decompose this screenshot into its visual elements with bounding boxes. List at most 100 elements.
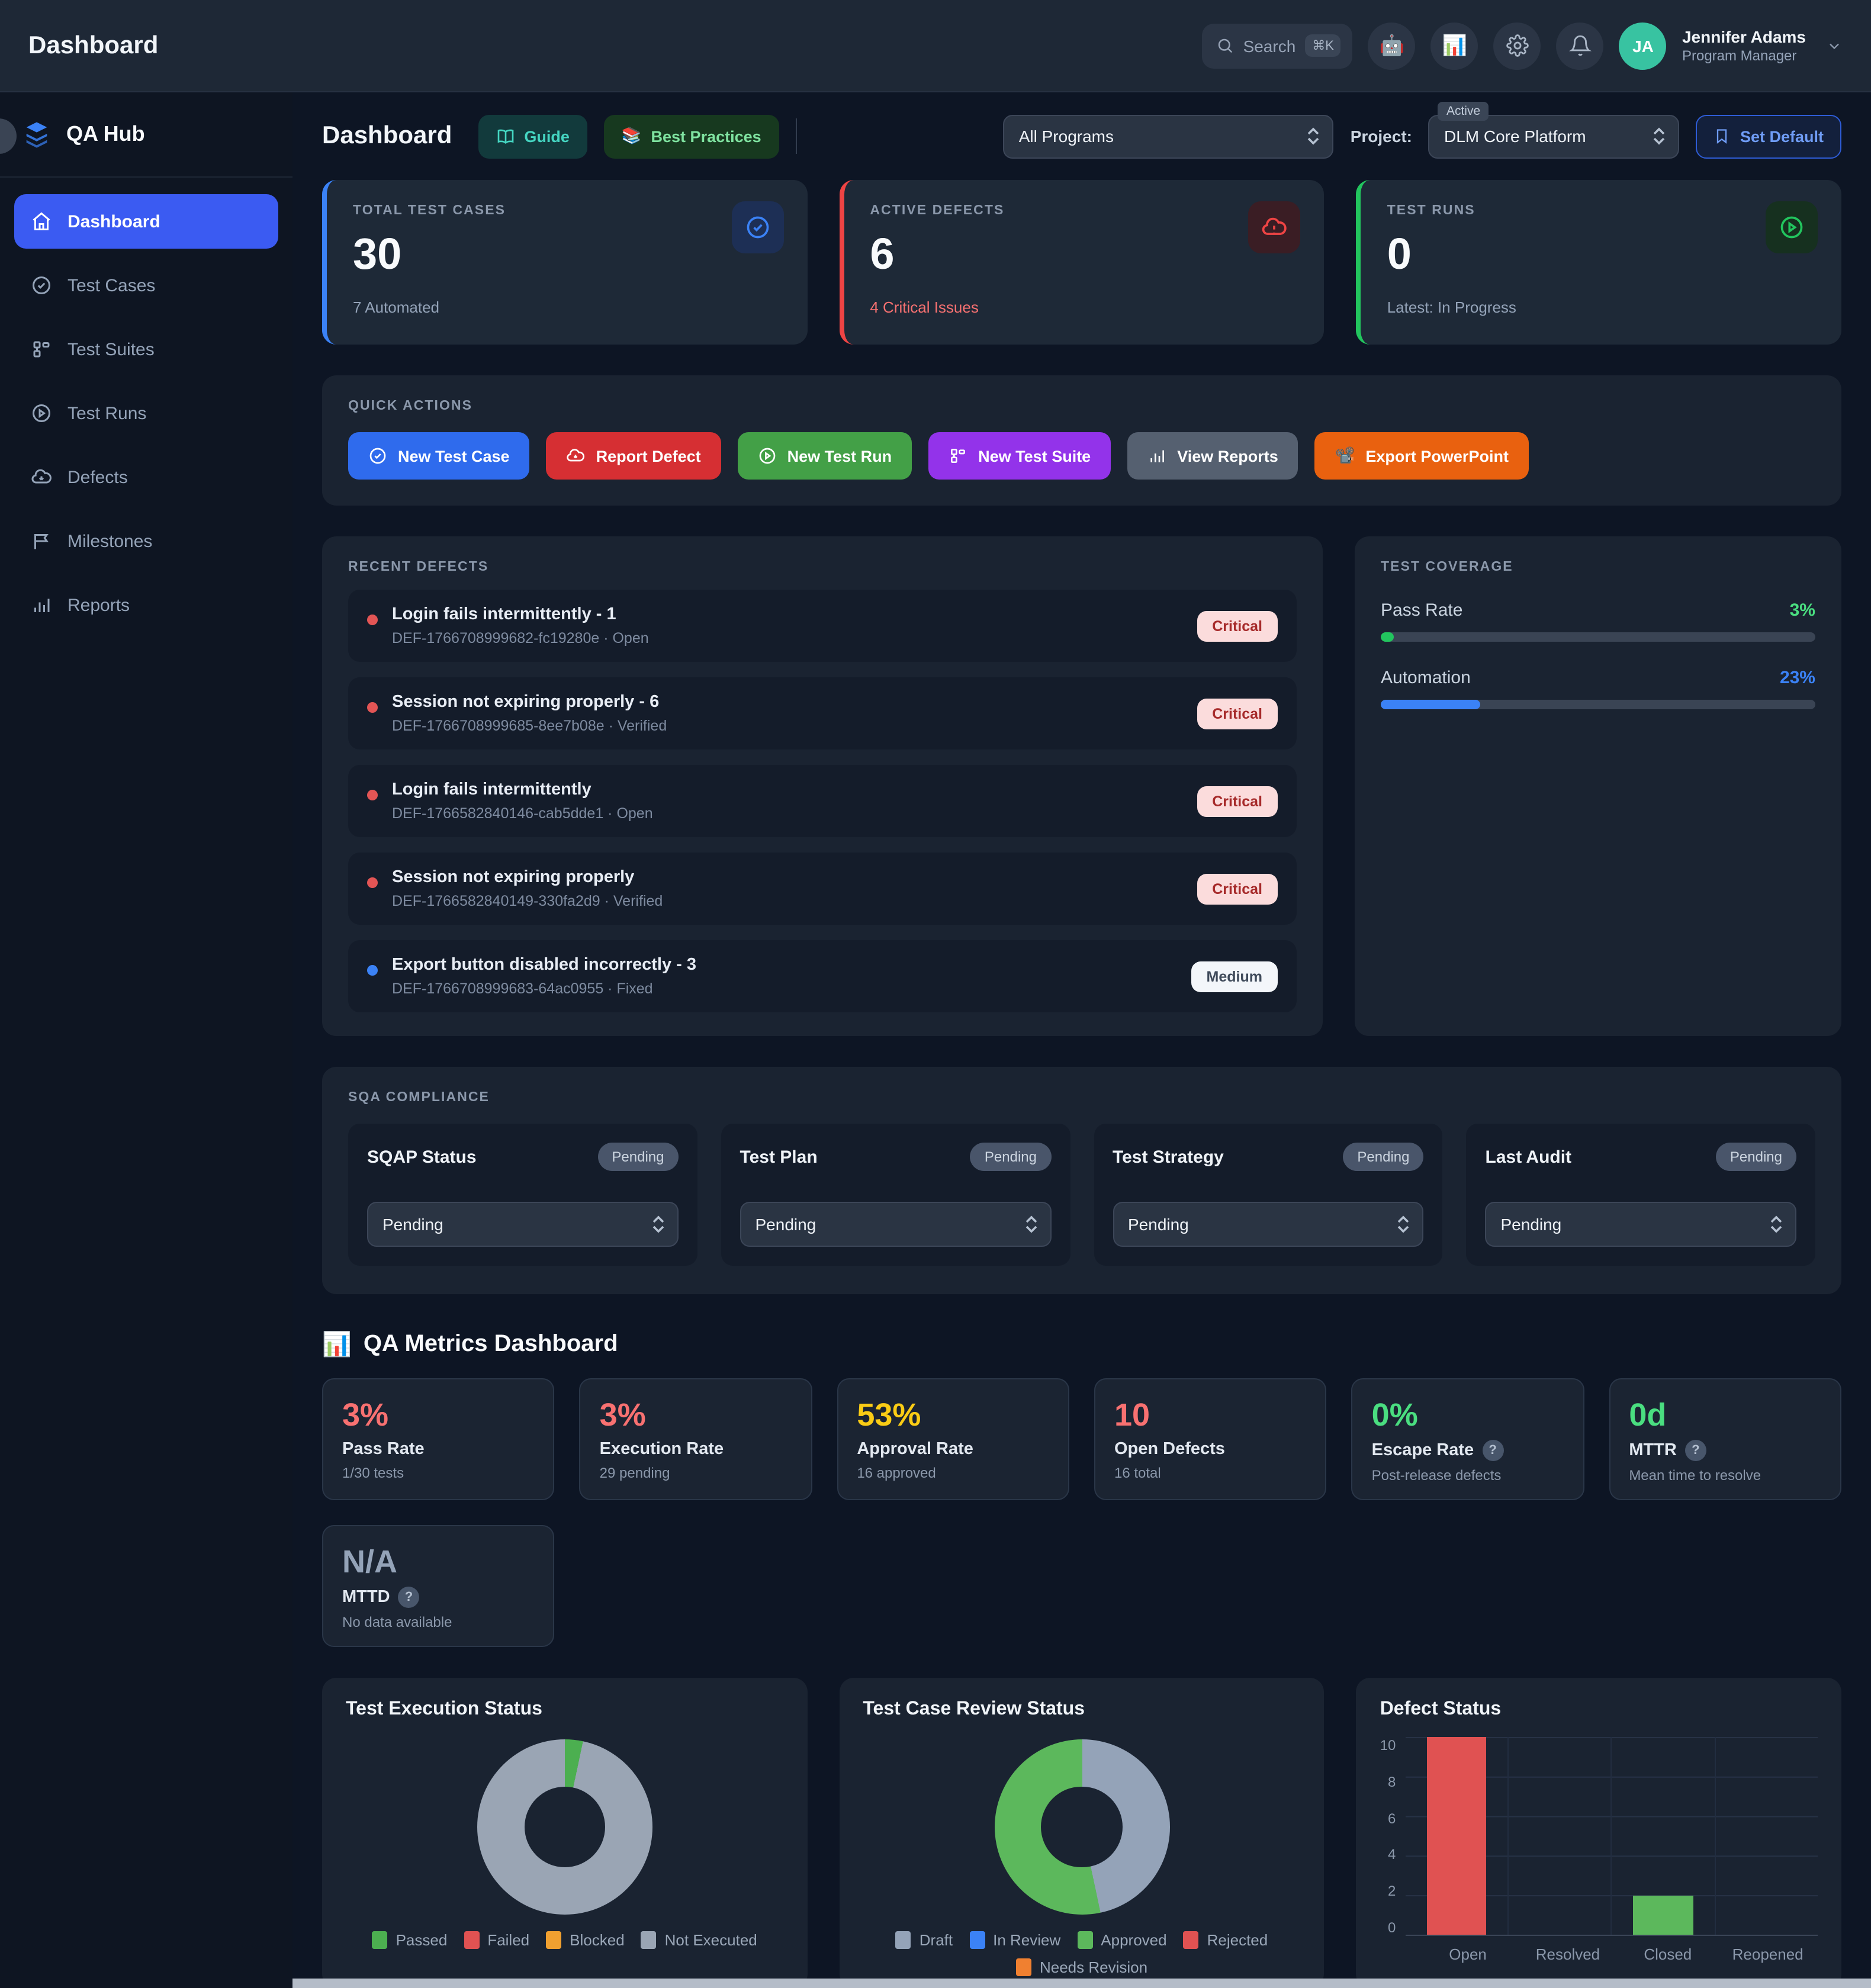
defect-list-item[interactable]: Export button disabled incorrectly - 3 D… <box>348 940 1297 1012</box>
new-test-suite-button[interactable]: New Test Suite <box>928 432 1111 480</box>
help-icon[interactable]: ? <box>1684 1440 1706 1461</box>
bell-icon <box>1569 34 1592 57</box>
horizontal-scrollbar[interactable] <box>292 1979 1871 1988</box>
flag-icon <box>31 530 52 552</box>
help-icon[interactable]: ? <box>398 1587 420 1608</box>
play-circle-icon <box>31 403 52 424</box>
app-title: Dashboard <box>28 31 159 59</box>
export-powerpoint-button[interactable]: 📽️ Export PowerPoint <box>1314 432 1529 480</box>
severity-badge: Medium <box>1191 961 1278 992</box>
defect-list-item[interactable]: Login fails intermittently - 1 DEF-17667… <box>348 590 1297 662</box>
defect-list-item[interactable]: Session not expiring properly - 6 DEF-17… <box>348 677 1297 749</box>
set-default-button[interactable]: Set Default <box>1696 114 1841 158</box>
severity-dot <box>367 702 378 713</box>
metric-card-escape-rate: 0% Escape Rate ? Post-release defects <box>1351 1378 1584 1500</box>
status-badge: Pending <box>970 1143 1051 1171</box>
search-input[interactable]: Search ⌘K <box>1201 23 1353 68</box>
legend-swatch <box>969 1931 985 1949</box>
test-coverage-panel: TEST COVERAGE Pass Rate 3% Automation 23… <box>1355 536 1841 1036</box>
select-chevrons-icon <box>1024 1215 1038 1234</box>
execution-donut-chart <box>477 1739 652 1915</box>
compliance-card-last-audit: Last Audit Pending Pending <box>1466 1124 1815 1266</box>
stat-card-total-test-cases: TOTAL TEST CASES 30 7 Automated <box>322 180 808 345</box>
bar-chart-icon <box>1147 446 1166 465</box>
test-plan-select[interactable]: Pending <box>740 1202 1051 1247</box>
defect-list-item[interactable]: Login fails intermittently DEF-176658284… <box>348 765 1297 837</box>
test-strategy-select[interactable]: Pending <box>1113 1202 1424 1247</box>
view-reports-button[interactable]: View Reports <box>1127 432 1298 480</box>
sqap-status-select[interactable]: Pending <box>367 1202 679 1247</box>
suite-icon <box>949 446 967 465</box>
severity-badge: Critical <box>1197 610 1278 641</box>
gear-icon <box>1506 34 1529 57</box>
sidebar-item-test-suites[interactable]: Test Suites <box>14 322 278 377</box>
sidebar-nav: Dashboard Test Cases Test Suites Test Ru… <box>0 178 292 649</box>
metric-card-approval-rate: 53% Approval Rate 16 approved <box>837 1378 1069 1500</box>
topbar-actions: Search ⌘K 🤖 📊 JA Jennifer Adams Program … <box>1201 22 1843 69</box>
review-donut-chart <box>994 1739 1169 1915</box>
help-icon[interactable]: ? <box>1482 1440 1504 1461</box>
y-axis: 10 8 6 4 2 0 <box>1380 1737 1396 1936</box>
metrics-button[interactable]: 📊 <box>1430 22 1478 69</box>
project-label: Project: <box>1350 127 1412 146</box>
user-role: Program Manager <box>1682 47 1797 65</box>
quick-actions-panel: QUICK ACTIONS New Test Case Report Defec… <box>322 375 1841 506</box>
new-test-case-button[interactable]: New Test Case <box>348 432 530 480</box>
sidebar-item-milestones[interactable]: Milestones <box>14 514 278 568</box>
search-shortcut-badge: ⌘K <box>1305 34 1341 57</box>
metric-card-pass-rate: 3% Pass Rate 1/30 tests <box>322 1378 555 1500</box>
project-active-badge: Active <box>1438 101 1489 120</box>
page-title: Dashboard <box>322 122 452 149</box>
assistant-button[interactable]: 🤖 <box>1368 22 1416 69</box>
bar-closed <box>1633 1895 1693 1935</box>
legend-swatch <box>1015 1958 1031 1976</box>
status-badge: Pending <box>597 1143 679 1171</box>
chevron-down-icon[interactable] <box>1826 37 1843 54</box>
check-circle-icon <box>368 446 387 465</box>
pass-rate-label: Pass Rate <box>1381 600 1463 620</box>
legend-swatch <box>372 1931 388 1949</box>
avatar[interactable]: JA <box>1619 22 1667 69</box>
sidebar-item-test-runs[interactable]: Test Runs <box>14 386 278 440</box>
severity-dot <box>367 877 378 888</box>
suite-icon <box>31 339 52 360</box>
severity-dot <box>367 965 378 976</box>
select-chevrons-icon <box>651 1215 666 1234</box>
metric-card-mttd: N/A MTTD ? No data available <box>322 1525 555 1647</box>
metric-card-execution-rate: 3% Execution Rate 29 pending <box>579 1378 812 1500</box>
guide-button[interactable]: Guide <box>478 114 587 158</box>
cloud-download-icon <box>31 467 52 488</box>
user-name: Jennifer Adams <box>1682 27 1806 46</box>
books-icon: 📚 <box>621 127 642 144</box>
sidebar-item-defects[interactable]: Defects <box>14 450 278 504</box>
automation-progressbar <box>1381 700 1815 709</box>
sqa-compliance-panel: SQA COMPLIANCE SQAP Status Pending Pendi… <box>322 1067 1841 1294</box>
last-audit-select[interactable]: Pending <box>1485 1202 1796 1247</box>
legend-swatch <box>1077 1931 1093 1949</box>
layers-logo-icon <box>21 119 52 150</box>
project-select[interactable]: DLM Core Platform <box>1428 114 1680 158</box>
bar-chart-emoji-icon: 📊 <box>1442 34 1468 56</box>
best-practices-button[interactable]: 📚 Best Practices <box>603 114 779 158</box>
sidebar-item-test-cases[interactable]: Test Cases <box>14 258 278 313</box>
sidebar-collapse-button[interactable] <box>0 118 17 154</box>
recent-defects-panel: RECENT DEFECTS Login fails intermittentl… <box>322 536 1323 1036</box>
defect-list-item[interactable]: Session not expiring properly DEF-176658… <box>348 853 1297 925</box>
metric-card-open-defects: 10 Open Defects 16 total <box>1094 1378 1327 1500</box>
stat-card-active-defects: ACTIVE DEFECTS 6 4 Critical Issues <box>839 180 1325 345</box>
report-defect-button[interactable]: Report Defect <box>546 432 721 480</box>
new-test-run-button[interactable]: New Test Run <box>737 432 912 480</box>
notifications-button[interactable] <box>1556 22 1604 69</box>
select-chevrons-icon <box>1769 1215 1783 1234</box>
sidebar-item-dashboard[interactable]: Dashboard <box>14 194 278 249</box>
sidebar-item-reports[interactable]: Reports <box>14 578 278 632</box>
legend-swatch <box>464 1931 480 1949</box>
stat-cards: TOTAL TEST CASES 30 7 Automated ACTIVE D… <box>322 180 1842 345</box>
bookmark-icon <box>1714 127 1731 146</box>
status-badge: Pending <box>1343 1143 1424 1171</box>
settings-button[interactable] <box>1493 22 1541 69</box>
brand-name: QA Hub <box>66 122 145 146</box>
pass-rate-value: 3% <box>1789 600 1815 620</box>
programs-select[interactable]: All Programs <box>1003 114 1334 158</box>
user-info[interactable]: Jennifer Adams Program Manager <box>1682 27 1806 65</box>
